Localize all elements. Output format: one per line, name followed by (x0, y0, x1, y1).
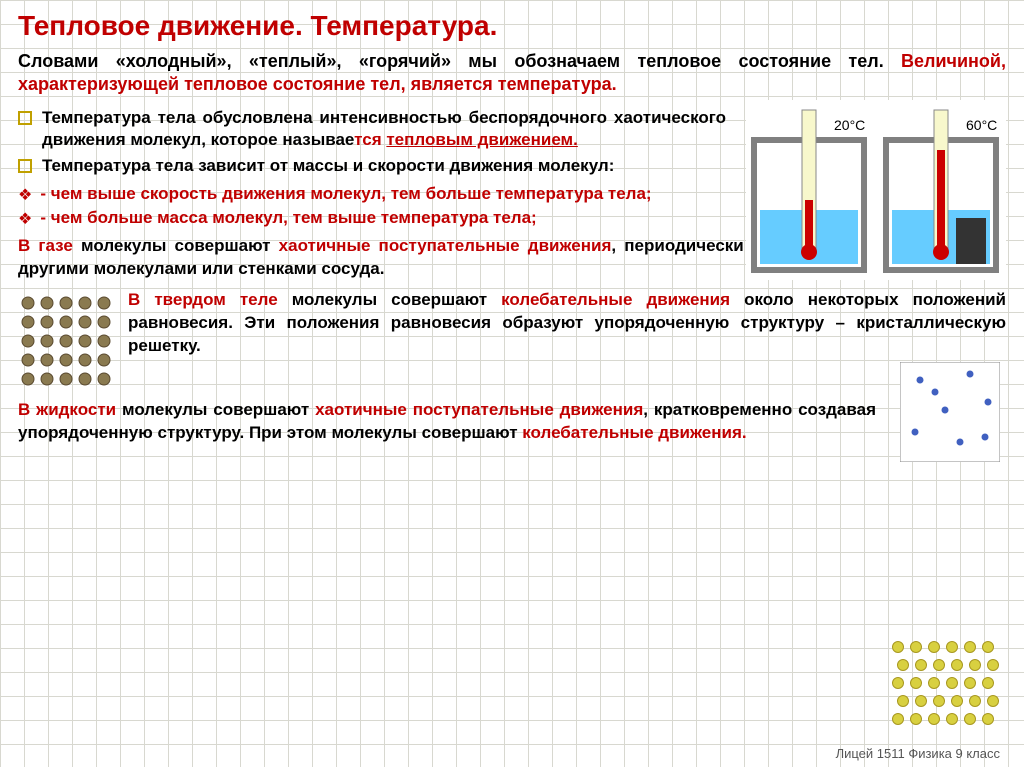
diamond-icon: ❖ (18, 209, 32, 229)
gas-molecules-icon (900, 362, 1000, 462)
sa: В твердом теле (128, 290, 278, 309)
d2-text: - чем больше масса молекул, тем выше тем… (40, 207, 536, 229)
liquid-molecules-icon (890, 637, 1000, 737)
thermometer-diagram: 20°C 60°C (746, 100, 1006, 280)
lb: молекулы совершают (116, 400, 315, 419)
solid-lattice-icon (18, 293, 114, 389)
sc: колебательные движения (501, 290, 730, 309)
square-bullet-icon (18, 111, 32, 125)
b1b: тся (354, 130, 386, 149)
le: колебательные движения. (522, 423, 746, 442)
page-title: Тепловое движение. Температура. (18, 10, 1006, 42)
gas-c: хаотичные поступательные движения (279, 236, 612, 255)
gas-b: молекулы совершают (73, 236, 279, 255)
svg-text:60°C: 60°C (966, 117, 997, 133)
gas-a: В газе (18, 236, 73, 255)
sb: молекулы совершают (278, 290, 501, 309)
bullet-2-text: Температура тела зависит от массы и скор… (42, 155, 614, 177)
b1c: тепловым движением. (386, 130, 578, 149)
intro-paragraph: Словами «холодный», «теплый», «горячий» … (18, 50, 1006, 97)
solid-row: В твердом теле молекулы совершают колеба… (18, 289, 1006, 389)
intro-text-1: Словами «холодный», «теплый», «горячий» … (18, 51, 901, 71)
bullet-1-text: Температура тела обусловлена интенсивнос… (42, 107, 726, 151)
lc: хаотичные поступательные движения (315, 400, 643, 419)
solid-paragraph: В твердом теле молекулы совершают колеба… (128, 289, 1006, 358)
footer-text: Лицей 1511 Физика 9 класс (836, 746, 1000, 761)
liquid-paragraph: В жидкости молекулы совершают хаотичные … (18, 399, 1006, 445)
la: В жидкости (18, 400, 116, 419)
diamond-icon: ❖ (18, 185, 32, 205)
d1-text: - чем выше скорость движения молекул, те… (40, 183, 651, 205)
svg-text:20°C: 20°C (834, 117, 865, 133)
square-bullet-icon (18, 159, 32, 173)
